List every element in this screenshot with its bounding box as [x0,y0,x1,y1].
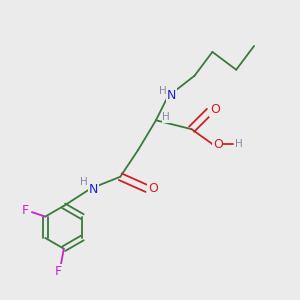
Text: N: N [167,88,176,101]
Text: O: O [148,182,158,195]
Text: O: O [213,138,223,151]
Text: H: H [159,86,167,96]
Text: H: H [80,177,88,187]
Text: N: N [89,183,98,196]
Text: O: O [210,103,220,116]
Text: H: H [163,112,170,122]
Text: F: F [22,204,29,217]
Text: F: F [54,265,61,278]
Text: H: H [235,139,242,149]
